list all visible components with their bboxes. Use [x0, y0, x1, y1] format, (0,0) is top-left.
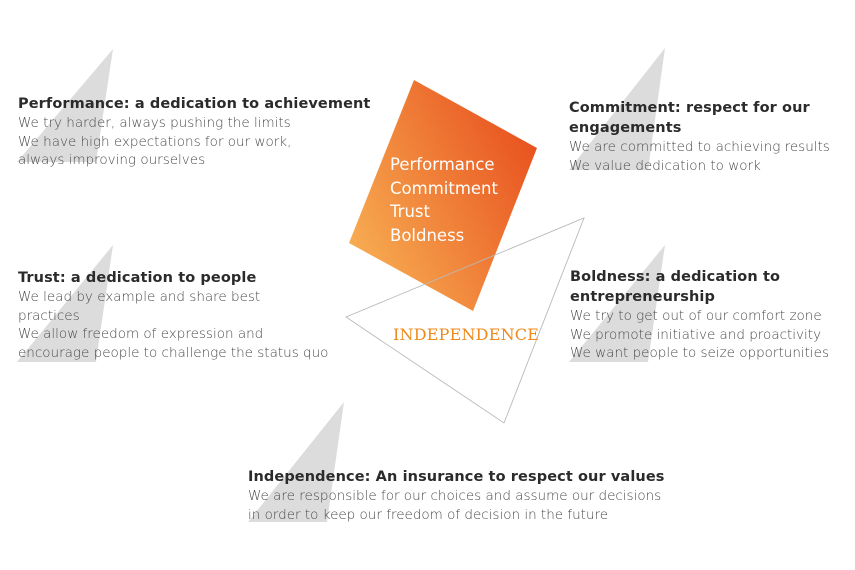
trust-heading: Trust: a dedication to people	[18, 270, 257, 286]
center-value-boldness: Boldness	[390, 225, 465, 245]
boldness-block: Boldness: a dedication to entrepreneursh…	[570, 267, 850, 363]
performance-heading: Performance: a dedication to achievement	[18, 96, 371, 112]
trust-block: Trust: a dedication to people We lead by…	[18, 268, 358, 362]
center-value-commitment: Commitment	[390, 178, 498, 198]
boldness-heading: entrepreneurship	[570, 289, 715, 305]
boldness-line: We try to get out of our comfort zone	[570, 308, 822, 324]
independence-triangle	[345, 217, 585, 424]
commitment-block: Commitment: respect for our engagements …	[569, 98, 849, 175]
trust-line: We allow freedom of expression and	[18, 326, 264, 342]
trust-line: encourage people to challenge the status…	[18, 344, 329, 361]
pointer-independence	[248, 402, 344, 522]
performance-line: always improving ourselves	[18, 152, 206, 168]
performance-block: Performance: a dedication to achievement…	[18, 94, 378, 170]
independence-line: We are responsible for our choices and a…	[248, 488, 662, 504]
pointer-performance	[17, 49, 113, 162]
pointer-commitment	[569, 48, 665, 170]
trust-line: We lead by example and share best	[18, 289, 261, 305]
center-value-trust: Trust	[390, 202, 430, 221]
boldness-heading: Boldness: a dedication to	[570, 269, 781, 285]
independence-label: INDEPENDENCE	[393, 325, 540, 344]
independence-block: Independence: An insurance to respect ou…	[248, 467, 708, 524]
pointer-boldness	[569, 245, 665, 362]
commitment-line: We are committed to achieving results	[569, 139, 830, 155]
commitment-heading: engagements	[569, 120, 682, 136]
independence-heading: Independence: An insurance to respect ou…	[248, 469, 665, 485]
center-value-performance: Performance	[390, 155, 495, 174]
performance-line: We have high expectations for our work,	[18, 133, 292, 150]
commitment-line: We value dedication to work	[569, 157, 761, 174]
pointer-trust	[17, 245, 113, 362]
boldness-line: We promote initiative and proactivity	[570, 326, 822, 343]
commitment-heading: Commitment: respect for our	[569, 100, 810, 116]
independence-line: in order to keep our freedom of decision…	[248, 506, 609, 523]
boldness-line: We want people to seize opportunities	[570, 345, 830, 361]
trust-line: practices	[18, 307, 80, 324]
center-diamond	[349, 80, 537, 311]
center-values: Performance Commitment Trust Boldness	[390, 153, 498, 247]
performance-line: We try harder, always pushing the limits	[18, 115, 291, 131]
